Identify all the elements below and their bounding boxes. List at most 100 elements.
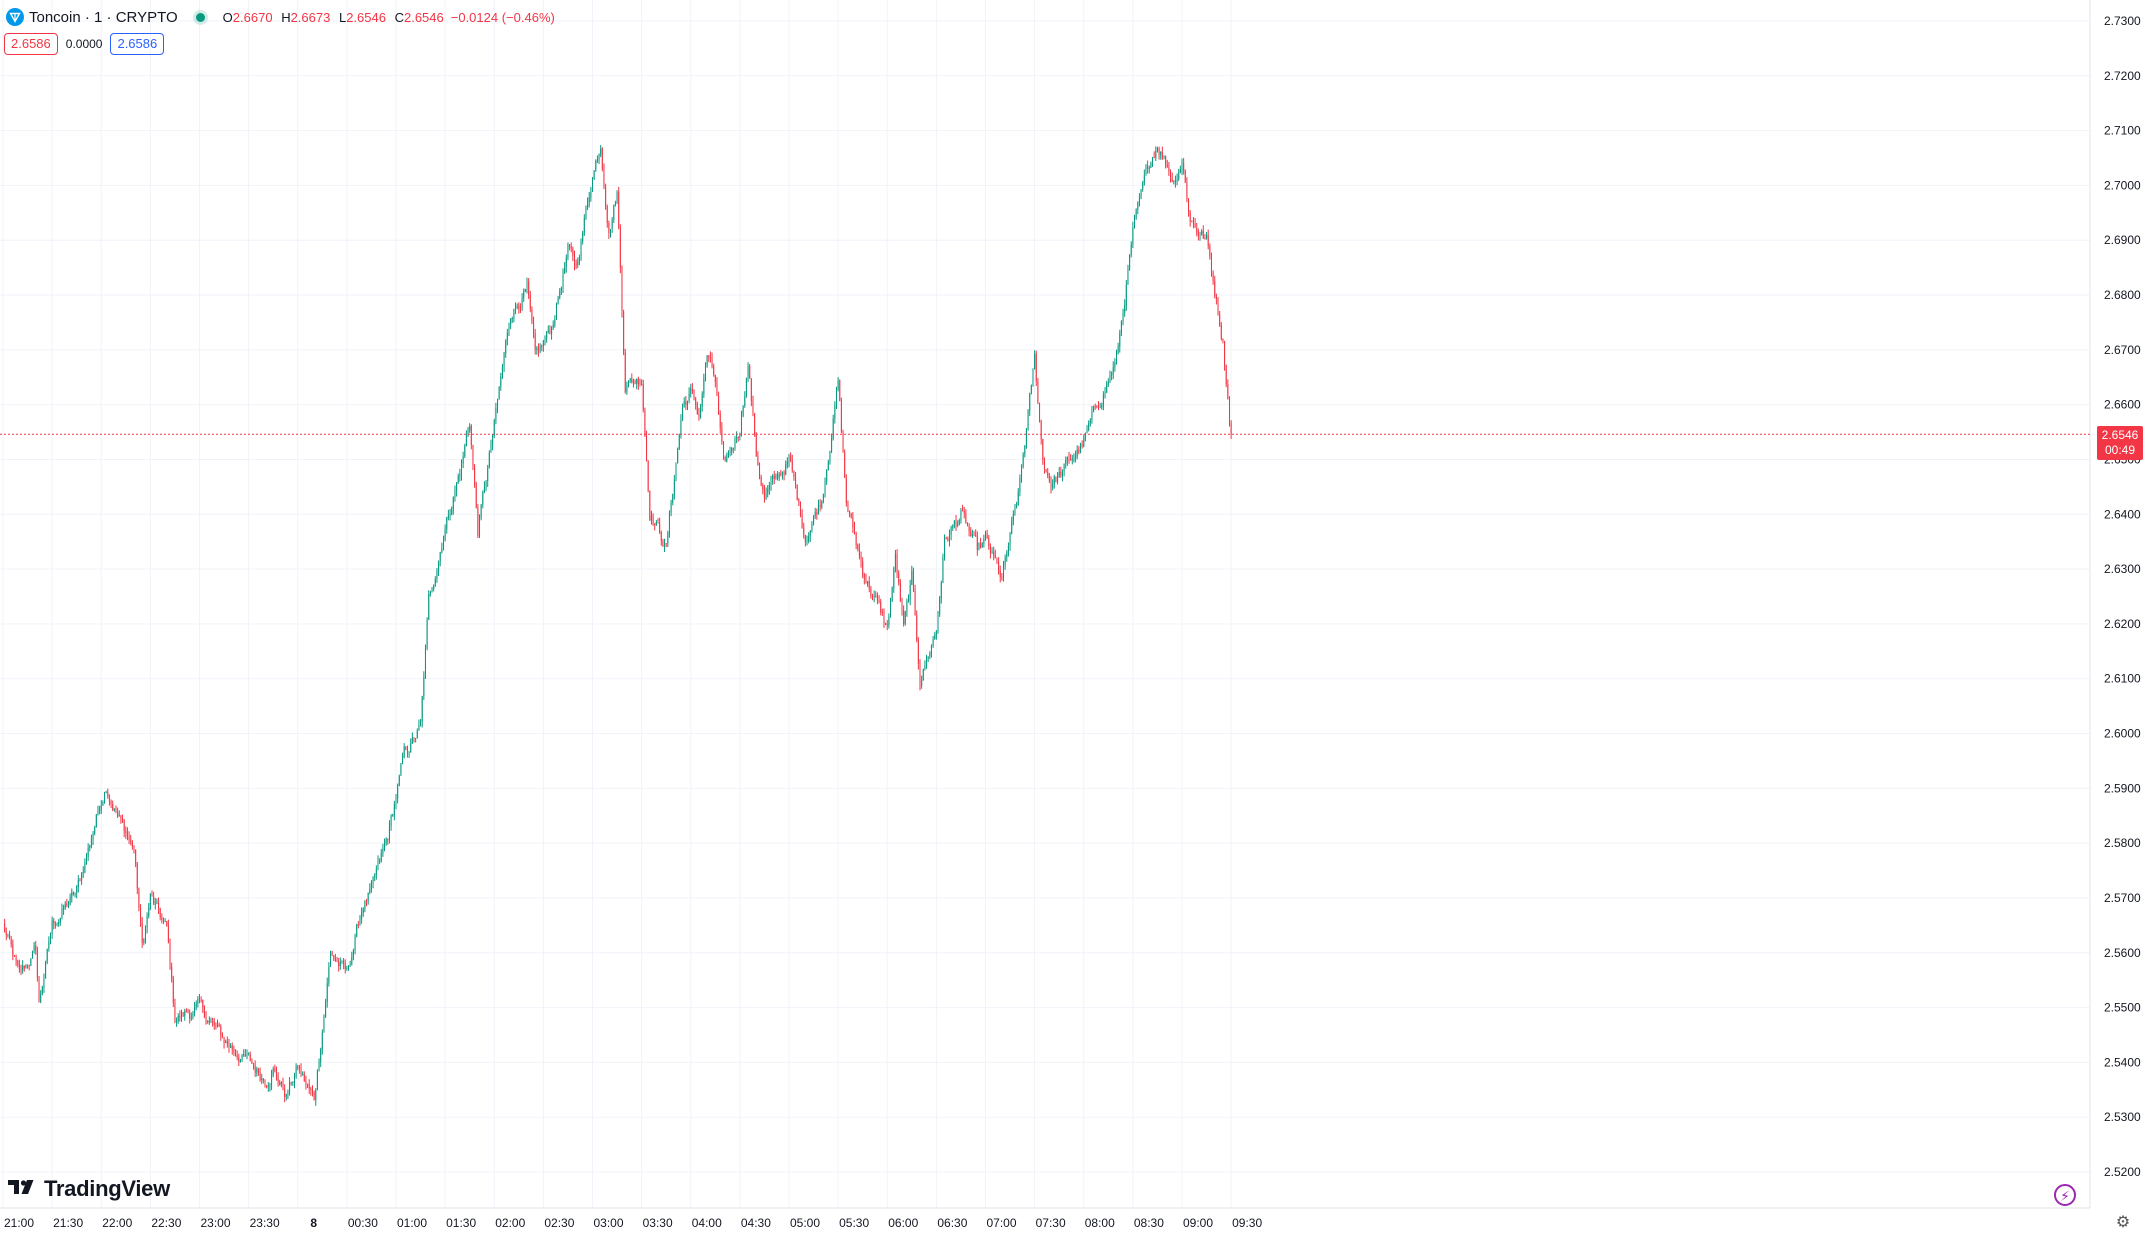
candle <box>1001 573 1003 581</box>
symbol-title[interactable]: Toncoin · 1 · CRYPTO <box>29 8 178 26</box>
price-tick-label: 2.7300 <box>2104 14 2141 28</box>
candle <box>675 462 677 482</box>
candle <box>297 1064 299 1071</box>
candle-body <box>40 994 42 1003</box>
candle <box>1089 418 1091 427</box>
candle-body <box>686 400 688 406</box>
candle <box>451 506 453 516</box>
candle-body <box>804 534 806 543</box>
candle <box>439 551 441 567</box>
candle <box>860 551 862 568</box>
time-axis[interactable]: 21:00 21:30 22:00 22:30 23:00 23:30 8 00:30 01:0… <box>4 1216 1262 1230</box>
candle-body <box>770 479 772 486</box>
candle <box>785 460 787 476</box>
candle <box>847 500 849 513</box>
candle <box>691 382 693 395</box>
candle-body <box>334 958 336 962</box>
candle-body <box>182 1012 184 1016</box>
candle <box>546 331 548 343</box>
sell-price-button[interactable]: 2.6586 <box>4 33 58 55</box>
candle-body <box>285 1094 287 1097</box>
candle <box>456 481 458 497</box>
candle <box>1145 164 1147 176</box>
candle <box>398 774 400 787</box>
candle-body <box>610 228 612 233</box>
candle <box>110 799 112 809</box>
candle <box>644 407 646 438</box>
candle <box>1048 472 1050 484</box>
candle <box>973 531 975 536</box>
candle-body <box>1181 162 1183 170</box>
candle <box>577 257 579 269</box>
candle-body <box>937 613 939 631</box>
candle <box>991 547 993 554</box>
candle <box>482 490 484 509</box>
candle-body <box>316 1070 318 1090</box>
candle-body <box>94 827 96 834</box>
candle <box>806 535 808 546</box>
candle-body <box>503 353 505 367</box>
candle <box>31 950 33 959</box>
candle-body <box>757 456 759 466</box>
candle <box>1040 419 1042 445</box>
buy-price-button[interactable]: 2.6586 <box>110 33 165 55</box>
candle <box>876 592 878 605</box>
candle-body <box>1143 175 1145 183</box>
candle <box>67 900 70 909</box>
candle <box>56 922 58 927</box>
candle <box>64 901 66 910</box>
candle <box>1166 159 1168 168</box>
candle <box>7 933 9 938</box>
candle-body <box>1153 157 1155 159</box>
candle-body <box>1129 254 1131 270</box>
lightning-icon[interactable]: ⚡ <box>2054 1184 2076 1206</box>
candle <box>226 1036 228 1048</box>
candle-body <box>1014 507 1016 514</box>
candle-body <box>953 521 955 526</box>
candle <box>945 536 947 540</box>
candle-body <box>87 847 89 857</box>
candle-body <box>113 808 115 811</box>
candle <box>686 400 688 411</box>
candle <box>1227 379 1229 400</box>
candle-body <box>1034 353 1036 369</box>
candle <box>30 958 32 967</box>
candle <box>665 542 667 548</box>
candle <box>84 858 86 874</box>
candle-body <box>447 515 449 518</box>
candle-body <box>585 207 587 219</box>
candle <box>117 807 119 818</box>
candle-body <box>549 330 551 334</box>
candle-body <box>372 876 374 883</box>
candle <box>937 610 939 634</box>
candle <box>220 1024 222 1041</box>
candle-body <box>521 297 523 309</box>
candle-body <box>1230 422 1232 435</box>
candle <box>498 386 500 400</box>
candle-body <box>1197 231 1199 236</box>
candle-body <box>880 601 882 613</box>
tradingview-logo[interactable]: TradingView <box>8 1175 170 1203</box>
candle <box>86 852 88 865</box>
candle-body <box>1055 476 1057 482</box>
candle <box>148 902 150 919</box>
candle <box>397 783 399 804</box>
candle-body <box>763 489 765 499</box>
candle-body <box>639 383 641 385</box>
price-axis[interactable]: 2.73002.72002.71002.70002.69002.68002.67… <box>2104 14 2141 1179</box>
candle-body <box>642 384 644 410</box>
candle <box>454 485 456 502</box>
candle-body <box>43 978 45 988</box>
candle-body <box>298 1067 300 1069</box>
candle-body <box>975 534 977 537</box>
candle-body <box>1217 299 1219 315</box>
candle <box>212 1017 214 1027</box>
time-tick-label: 00:30 <box>348 1216 378 1230</box>
gear-icon[interactable]: ⚙ <box>2115 1214 2131 1231</box>
candle <box>519 303 521 314</box>
candle <box>629 377 631 384</box>
candle-body <box>963 510 965 513</box>
candle <box>788 453 790 468</box>
candle <box>364 900 366 913</box>
